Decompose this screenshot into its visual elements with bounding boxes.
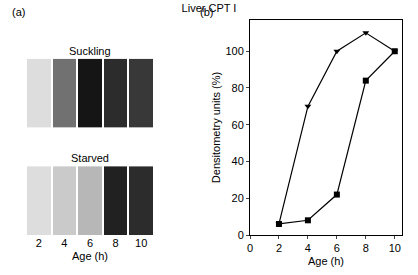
svg-text:Age (h): Age (h) [72, 250, 108, 262]
svg-text:8: 8 [363, 242, 369, 254]
svg-text:10: 10 [389, 242, 401, 254]
svg-text:Age (h): Age (h) [308, 255, 344, 267]
svg-text:80: 80 [232, 82, 244, 94]
svg-text:Starved: Starved [71, 152, 109, 164]
svg-text:40: 40 [232, 155, 244, 167]
svg-text:2: 2 [36, 237, 42, 249]
svg-text:4: 4 [305, 242, 311, 254]
svg-text:6: 6 [87, 237, 93, 249]
svg-text:0: 0 [238, 229, 244, 241]
svg-text:6: 6 [334, 242, 340, 254]
svg-text:(b): (b) [200, 6, 213, 18]
svg-text:20: 20 [232, 192, 244, 204]
svg-text:Suckling: Suckling [69, 45, 111, 57]
svg-text:2: 2 [276, 242, 282, 254]
svg-text:8: 8 [113, 237, 119, 249]
svg-text:4: 4 [61, 237, 67, 249]
svg-text:(a): (a) [12, 6, 25, 18]
svg-text:Liver CPT I: Liver CPT I [182, 2, 237, 14]
svg-text:60: 60 [232, 119, 244, 131]
svg-text:10: 10 [135, 237, 147, 249]
svg-text:Densitometry units (%): Densitometry units (%) [210, 72, 222, 183]
svg-text:100: 100 [225, 45, 243, 57]
svg-text:0: 0 [247, 242, 253, 254]
